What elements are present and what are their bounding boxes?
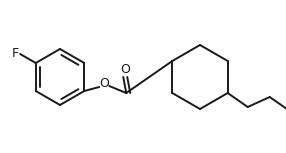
Text: F: F — [12, 47, 19, 60]
Text: O: O — [99, 76, 109, 90]
Text: O: O — [120, 62, 130, 75]
